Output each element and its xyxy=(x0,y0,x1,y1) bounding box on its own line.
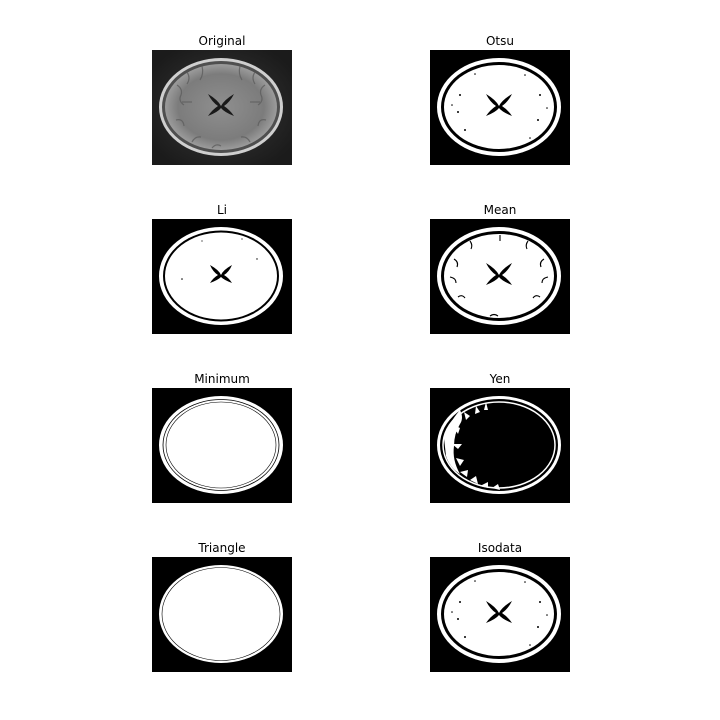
image-isodata xyxy=(430,557,570,672)
image-otsu xyxy=(430,50,570,165)
image-yen xyxy=(430,388,570,503)
image-li xyxy=(152,219,292,334)
panel-title: Isodata xyxy=(477,541,523,555)
panel-title: Original xyxy=(198,34,246,48)
panel-title: Yen xyxy=(489,372,511,386)
image-minimum xyxy=(152,388,292,503)
image-original xyxy=(152,50,292,165)
panel-title: Triangle xyxy=(198,541,246,555)
image-mean xyxy=(430,219,570,334)
panel-title: Li xyxy=(216,203,228,217)
panel-title: Otsu xyxy=(485,34,514,48)
panel-title: Mean xyxy=(483,203,517,217)
panel-title: Minimum xyxy=(194,372,250,386)
image-triangle xyxy=(152,557,292,672)
